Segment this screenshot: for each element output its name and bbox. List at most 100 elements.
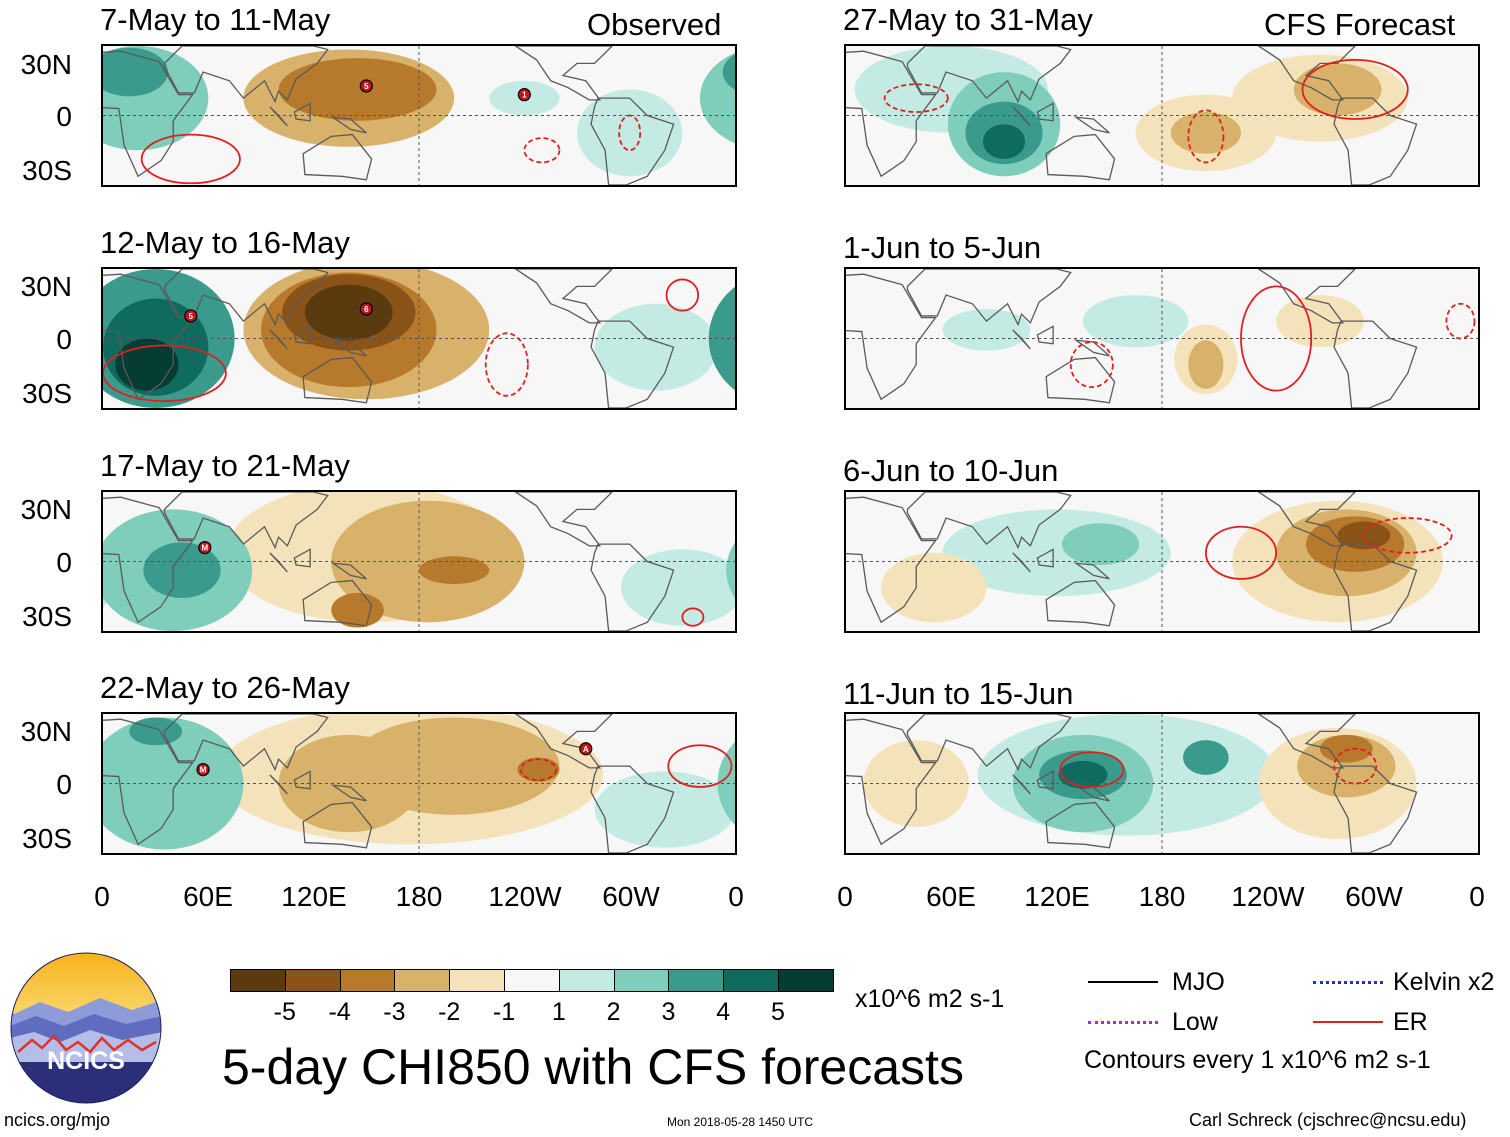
footer-author: Carl Schreck (cjschrec@ncsu.edu) xyxy=(1189,1110,1467,1130)
footer-url[interactable]: ncics.org/mjo xyxy=(4,1110,111,1130)
colorbar-swatch xyxy=(613,969,670,992)
er-contour-negative xyxy=(519,758,557,781)
low-legend-line xyxy=(1088,1021,1158,1024)
lon-tick-label: 60E xyxy=(926,881,976,912)
coastline xyxy=(1012,106,1031,127)
positive-anomaly-region xyxy=(726,542,735,599)
colorbar-tick-label: 2 xyxy=(606,998,621,1026)
coastline xyxy=(269,106,288,127)
coastline xyxy=(302,579,373,627)
colorbar-tick-label: -2 xyxy=(438,998,461,1026)
lon-tick-label: 0 xyxy=(1469,881,1485,912)
er-contour-positive xyxy=(665,278,700,312)
coastline xyxy=(846,496,937,624)
tropical-cyclone-marker: M xyxy=(196,762,210,777)
coastline xyxy=(103,50,194,178)
er-contour-negative xyxy=(1445,302,1476,340)
colorbar-swatch xyxy=(668,969,725,992)
er-contour-positive xyxy=(1240,285,1313,392)
coastline xyxy=(590,543,675,631)
coastline xyxy=(1257,46,1357,101)
er-contour-negative xyxy=(1187,109,1225,164)
panel-title: 7-May to 11-May xyxy=(100,2,331,37)
er-contour-positive xyxy=(1059,751,1125,788)
colorbar-units: x10^6 m2 s-1 xyxy=(855,985,1005,1013)
negative-anomaly-region xyxy=(278,58,437,121)
map-panel-1jun-5jun xyxy=(844,267,1480,410)
positive-anomaly-region xyxy=(620,549,735,626)
coastline xyxy=(514,269,614,324)
positive-anomaly-region xyxy=(942,308,1031,351)
er-contour-negative xyxy=(484,332,529,397)
coastline xyxy=(906,492,1072,550)
coastline xyxy=(1012,774,1031,795)
coastline xyxy=(269,774,288,795)
coastline xyxy=(1073,562,1110,580)
colorbar-swatch xyxy=(449,969,505,992)
er-contour-positive xyxy=(1204,525,1278,580)
colorbar-swatch xyxy=(504,969,560,992)
positive-anomaly-region xyxy=(1058,760,1108,789)
negative-anomaly-region xyxy=(278,734,419,833)
lat-tick-label: 30S xyxy=(22,823,72,854)
er-contour-positive xyxy=(103,344,227,402)
er-contour-negative xyxy=(523,137,561,164)
er-contour-negative xyxy=(883,83,949,113)
coastline xyxy=(103,496,194,624)
negative-anomaly-region xyxy=(517,757,560,782)
colorbar-tick-label: -5 xyxy=(273,998,296,1026)
map-panel-11jun-15jun xyxy=(844,712,1480,855)
panel-title: 27-May to 31-May xyxy=(843,2,1093,37)
cyclone-icon xyxy=(359,79,373,93)
lon-tick-label: 180 xyxy=(1138,881,1186,912)
panel-title: 6-Jun to 10-Jun xyxy=(843,453,1059,488)
positive-anomaly-region xyxy=(1083,295,1189,348)
tropical-cyclone-marker: 1 xyxy=(517,88,531,102)
lon-tick-label: 60W xyxy=(602,881,660,912)
negative-anomaly-region xyxy=(1293,63,1382,116)
coastline xyxy=(846,718,937,846)
tropical-cyclone-marker: A xyxy=(579,742,593,756)
negative-anomaly-region xyxy=(419,556,490,585)
colorbar-tick-label: 3 xyxy=(661,998,676,1026)
coastline xyxy=(590,765,675,853)
lat-tick-label: 30S xyxy=(22,155,72,186)
coastline xyxy=(330,562,367,580)
tropical-cyclone-marker: 6 xyxy=(359,302,373,316)
map-panel-6jun-10jun xyxy=(844,490,1480,633)
colorbar-swatch xyxy=(723,969,779,992)
coastline xyxy=(1257,492,1357,547)
lat-tick-label: 30N xyxy=(20,716,72,747)
coastline xyxy=(1257,269,1357,324)
cyclone-label: M xyxy=(201,544,208,553)
main-title: 5-day CHI850 with CFS forecasts xyxy=(222,1039,964,1095)
ncics-logo-text: NCICS xyxy=(47,1047,125,1075)
coastline xyxy=(1036,102,1054,122)
negative-anomaly-region xyxy=(863,740,969,827)
coastline xyxy=(590,320,675,408)
coastline xyxy=(1036,548,1054,568)
panel-title: 22-May to 26-May xyxy=(100,670,350,705)
er-legend-line xyxy=(1313,1021,1383,1023)
mjo-legend-line xyxy=(1088,981,1158,983)
positive-anomaly-region xyxy=(1183,740,1229,775)
coastline xyxy=(906,269,1072,327)
coastline xyxy=(1012,329,1031,350)
cyclone-icon xyxy=(198,540,212,555)
coastline xyxy=(1073,116,1110,134)
coastline xyxy=(293,548,311,568)
lon-tick-label: 120W xyxy=(1231,881,1305,912)
tropical-cyclone-marker: 5 xyxy=(184,309,198,323)
coastline xyxy=(302,801,373,849)
lon-tick-label: 0 xyxy=(94,881,110,912)
map-panel-27may-31may xyxy=(844,44,1480,187)
tropical-cyclone-marker: 5 xyxy=(359,79,373,93)
lon-tick-label: 60W xyxy=(1345,881,1403,912)
coastline xyxy=(163,492,329,550)
negative-anomaly-region xyxy=(304,284,393,341)
observed-header: Observed xyxy=(587,7,722,42)
colorbar-tick-label: 4 xyxy=(716,998,731,1026)
kelvin-legend-line xyxy=(1313,981,1383,984)
